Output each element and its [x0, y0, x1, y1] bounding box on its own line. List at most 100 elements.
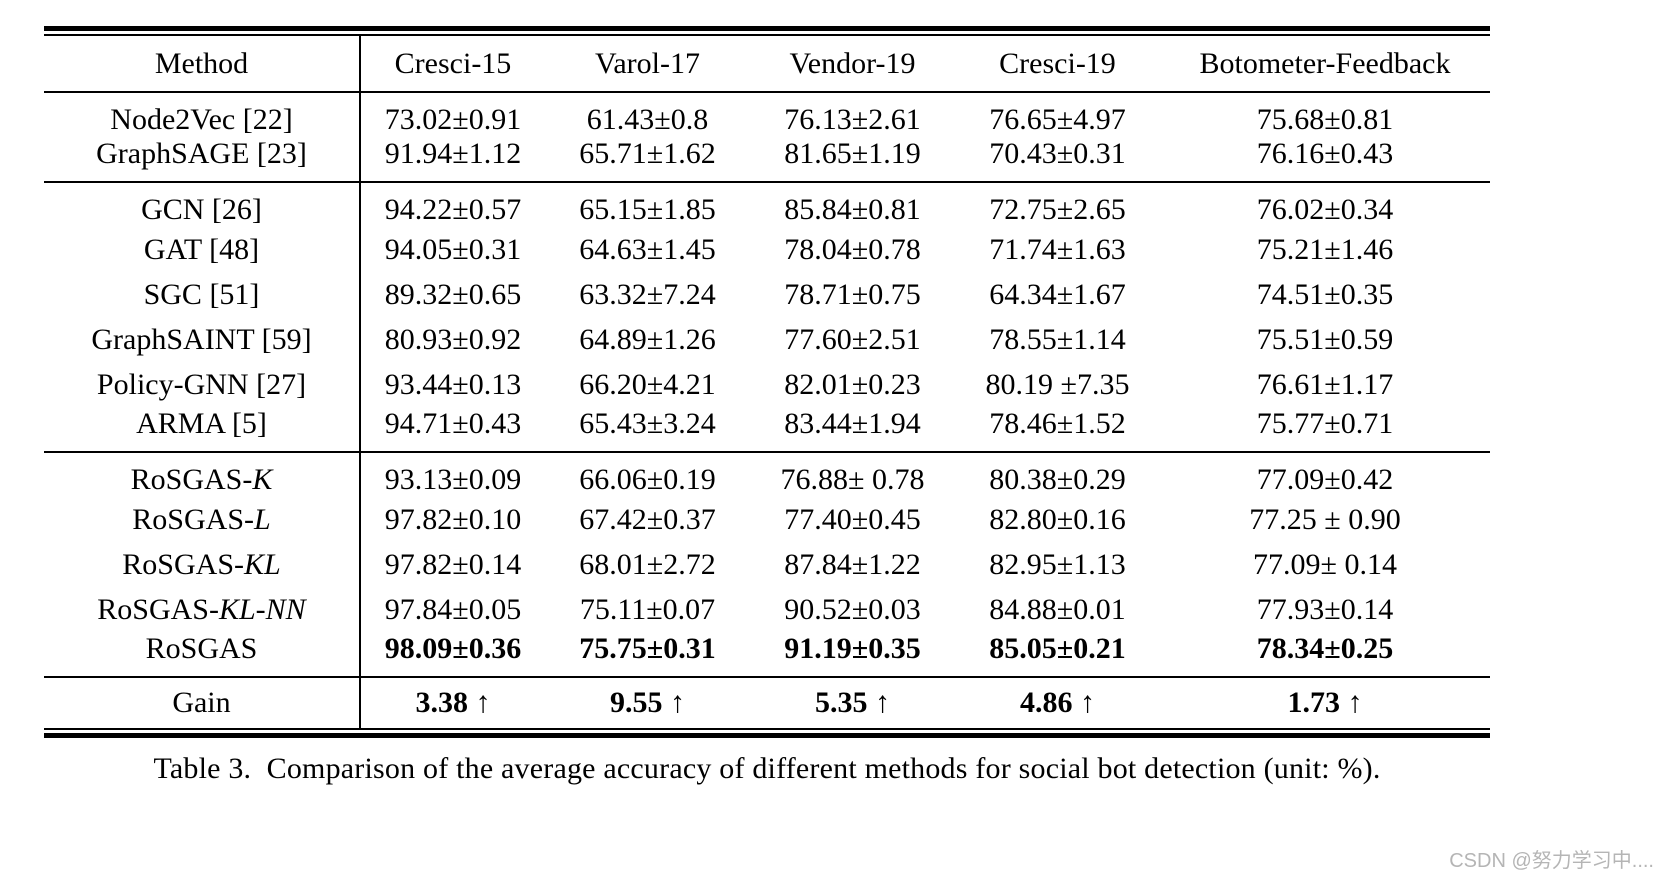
method-variant: L	[254, 502, 271, 536]
column-header-cresci19: Cresci-19	[999, 46, 1116, 80]
value-cell: 64.89±1.26	[579, 322, 716, 356]
value-cell: 75.51±0.59	[1256, 322, 1394, 356]
value-cell: 73.02±0.91	[359, 92, 545, 137]
table-row: RoSGAS-K 93.13±0.09 66.06±0.19 76.88± 0.…	[44, 452, 1490, 497]
group-gnn-methods: GCN [26] 94.22±0.57 65.15±1.85 85.84±0.8…	[44, 182, 1490, 452]
value-cell: 78.46±1.52	[989, 407, 1126, 440]
method-cell: GraphSAINT [59]	[44, 317, 360, 362]
table-header-row: Method Cresci-15 Varol-17 Vendor-19 Cres…	[44, 36, 1490, 92]
value-cell: 77.25 ± 0.90	[1249, 502, 1401, 536]
value-cell: 75.77±0.71	[1256, 407, 1394, 440]
method-cell: ARMA [5]	[44, 407, 360, 452]
value-cell: 97.84±0.05	[359, 587, 545, 632]
value-cell: 76.16±0.43	[1256, 137, 1394, 170]
value-cell: 77.09±0.42	[1256, 463, 1394, 496]
gain-value-cell: 4.86 ↑	[1020, 686, 1095, 719]
table-row: Node2Vec [22] 73.02±0.91 61.43±0.8 76.13…	[44, 92, 1490, 137]
value-cell: 76.13±2.61	[784, 103, 921, 136]
value-cell: 76.88± 0.78	[780, 463, 925, 496]
value-cell: 93.13±0.09	[359, 452, 545, 497]
value-cell: 85.84±0.81	[784, 193, 921, 226]
value-cell: 76.61±1.17	[1256, 367, 1394, 401]
table-row: RoSGAS-KL 97.82±0.14 68.01±2.72 87.84±1.…	[44, 542, 1490, 587]
method-cell: RoSGAS-K	[44, 452, 360, 497]
method-cell: GCN [26]	[44, 182, 360, 227]
method-cell: GraphSAGE [23]	[44, 137, 360, 182]
value-cell: 78.55±1.14	[989, 322, 1126, 356]
column-header-varol17: Varol-17	[595, 46, 700, 80]
method-name: RoSGAS-	[97, 592, 219, 626]
gain-label: Gain	[172, 686, 231, 719]
gain-row: Gain 3.38 ↑ 9.55 ↑ 5.35 ↑ 4.86 ↑ 1.73 ↑	[44, 677, 1490, 728]
value-cell: 75.75±0.31	[579, 632, 716, 665]
value-cell: 61.43±0.8	[586, 103, 709, 136]
group-gain: Gain 3.38 ↑ 9.55 ↑ 5.35 ↑ 4.86 ↑ 1.73 ↑	[44, 677, 1490, 728]
column-header-vendor19: Vendor-19	[789, 46, 916, 80]
value-cell: 83.44±1.94	[784, 407, 921, 440]
value-cell: 72.75±2.65	[989, 193, 1126, 226]
table-row-rosgas: RoSGAS 98.09±0.36 75.75±0.31 91.19±0.35 …	[44, 632, 1490, 677]
value-cell: 76.02±0.34	[1256, 193, 1394, 226]
value-cell: 97.82±0.10	[359, 497, 545, 542]
value-cell: 82.80±0.16	[989, 502, 1126, 536]
value-cell: 77.09± 0.14	[1253, 547, 1397, 581]
value-cell: 87.84±1.22	[784, 547, 921, 581]
method-cell: RoSGAS-L	[44, 497, 360, 542]
method-name: Policy-GNN [27]	[96, 367, 307, 401]
method-name: RoSGAS-	[122, 547, 244, 581]
value-cell: 81.65±1.19	[784, 137, 921, 170]
group-baselines: Node2Vec [22] 73.02±0.91 61.43±0.8 76.13…	[44, 92, 1490, 182]
method-variant: KL-NN	[218, 592, 306, 626]
value-cell: 91.19±0.35	[784, 632, 921, 665]
method-cell: RoSGAS	[44, 632, 360, 677]
method-name: Node2Vec [22]	[110, 103, 293, 136]
value-cell: 78.34±0.25	[1256, 632, 1394, 665]
group-rosgas-variants: RoSGAS-K 93.13±0.09 66.06±0.19 76.88± 0.…	[44, 452, 1490, 677]
method-cell: SGC [51]	[44, 272, 360, 317]
method-name: SGC [51]	[143, 277, 260, 311]
gain-value-cell: 9.55 ↑	[610, 686, 685, 719]
method-name: RoSGAS	[145, 632, 258, 665]
value-cell: 67.42±0.37	[579, 502, 716, 536]
table-row: GraphSAINT [59] 80.93±0.92 64.89±1.26 77…	[44, 317, 1490, 362]
value-cell: 66.20±4.21	[579, 367, 716, 401]
table-row: SGC [51] 89.32±0.65 63.32±7.24 78.71±0.7…	[44, 272, 1490, 317]
method-cell: Node2Vec [22]	[44, 92, 360, 137]
table-row: ARMA [5] 94.71±0.43 65.43±3.24 83.44±1.9…	[44, 407, 1490, 452]
value-cell: 66.06±0.19	[579, 463, 716, 496]
value-cell: 80.93±0.92	[359, 317, 545, 362]
value-cell: 75.11±0.07	[579, 592, 716, 626]
method-name: GraphSAGE [23]	[96, 137, 307, 170]
method-name: RoSGAS-	[130, 463, 253, 496]
value-cell: 85.05±0.21	[989, 632, 1126, 665]
value-cell: 77.60±2.51	[784, 322, 921, 356]
comparison-table: Method Cresci-15 Varol-17 Vendor-19 Cres…	[44, 36, 1490, 728]
method-cell: RoSGAS-KL	[44, 542, 360, 587]
method-cell: RoSGAS-KL-NN	[44, 587, 360, 632]
gain-value-cell: 5.35 ↑	[815, 686, 890, 719]
table-row: GraphSAGE [23] 91.94±1.12 65.71±1.62 81.…	[44, 137, 1490, 182]
table-row: RoSGAS-KL-NN 97.84±0.05 75.11±0.07 90.52…	[44, 587, 1490, 632]
method-variant: KL	[244, 547, 281, 581]
method-name: ARMA [5]	[136, 407, 267, 440]
value-cell: 65.43±3.24	[579, 407, 716, 440]
rule-line	[44, 733, 1490, 738]
value-cell: 94.05±0.31	[359, 227, 545, 272]
value-cell: 82.01±0.23	[784, 367, 921, 401]
bottom-double-rule	[44, 728, 1490, 738]
value-cell: 82.95±1.13	[989, 547, 1126, 581]
value-cell: 98.09±0.36	[359, 632, 545, 677]
method-name: GAT [48]	[143, 232, 260, 266]
value-cell: 78.04±0.78	[784, 232, 921, 266]
column-header-cresci15: Cresci-15	[359, 36, 545, 92]
gain-value-cell: 1.73 ↑	[1287, 686, 1363, 719]
value-cell: 93.44±0.13	[359, 362, 545, 407]
table-row: GCN [26] 94.22±0.57 65.15±1.85 85.84±0.8…	[44, 182, 1490, 227]
value-cell: 71.74±1.63	[989, 232, 1126, 266]
value-cell: 94.22±0.57	[359, 182, 545, 227]
table-row: GAT [48] 94.05±0.31 64.63±1.45 78.04±0.7…	[44, 227, 1490, 272]
value-cell: 90.52±0.03	[784, 592, 921, 626]
value-cell: 77.40±0.45	[784, 502, 921, 536]
rule-line	[44, 26, 1490, 31]
value-cell: 75.21±1.46	[1256, 232, 1394, 266]
